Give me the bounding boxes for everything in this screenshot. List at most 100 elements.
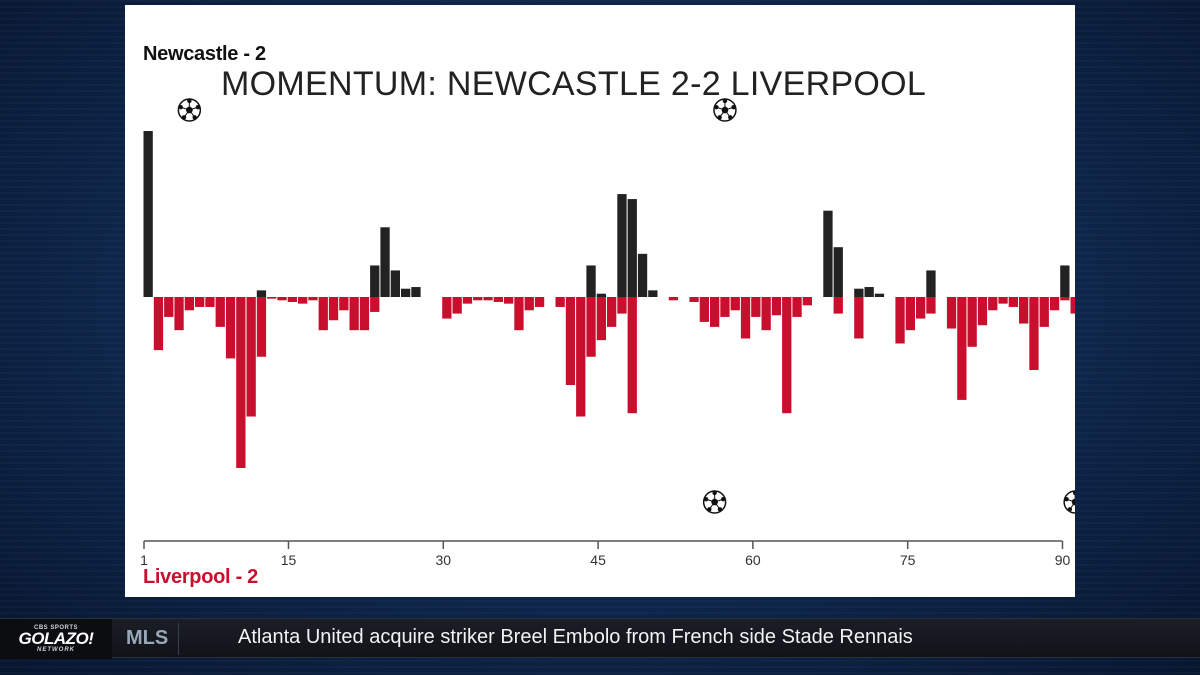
brand-sub-text: NETWORK (37, 647, 75, 653)
home-bar (1060, 265, 1070, 297)
away-bar (1039, 297, 1049, 327)
away-bar (153, 297, 164, 351)
home-bar (143, 131, 153, 297)
home-bar (411, 287, 421, 297)
away-bar (174, 297, 184, 331)
x-tick-label: 45 (590, 552, 606, 568)
away-bar (195, 297, 205, 307)
away-bar (977, 297, 988, 326)
momentum-chart-svg: 1 15 30 45 60 75 90 (140, 98, 1075, 568)
away-bar (483, 297, 493, 301)
home-bar (380, 227, 390, 297)
away-bar (349, 297, 359, 331)
away-bar (740, 297, 751, 339)
home-bar (926, 270, 936, 297)
home-bar (401, 288, 411, 297)
away-bar (833, 297, 843, 314)
away-bar (328, 297, 339, 321)
away-bar (916, 297, 926, 319)
away-bar (1070, 297, 1075, 314)
away-bar (1029, 297, 1039, 371)
away-bar (287, 297, 297, 302)
away-bar (668, 297, 679, 301)
away-bar (246, 297, 256, 417)
away-bar (524, 297, 534, 311)
away-bar (504, 297, 514, 304)
x-tick-label: 90 (1055, 552, 1071, 568)
away-bar (1060, 297, 1070, 301)
away-bar (771, 297, 782, 316)
ticker-headline: Atlanta United acquire striker Breel Emb… (238, 626, 913, 648)
momentum-chart: 1 15 30 45 60 75 90 MOMENTUM: NEWCASTLE 2-2 LI… (125, 5, 1075, 597)
x-tick-label: 15 (281, 552, 297, 568)
away-bar (957, 297, 967, 400)
away-bar (751, 297, 761, 317)
away-bar (802, 297, 812, 306)
chart-title: MOMENTUM: NEWCASTLE 2-2 LIVERPOOL (221, 65, 927, 103)
home-bar (833, 247, 843, 297)
home-bar (256, 290, 267, 297)
x-tick-label: 60 (745, 552, 761, 568)
away-bar (792, 297, 802, 317)
away-bar (607, 297, 617, 327)
away-bar (236, 297, 246, 468)
away-bar (1049, 297, 1060, 311)
away-bar (617, 297, 627, 314)
brand-top-text: CBS SPORTS (33, 625, 78, 631)
home-bar (627, 199, 637, 297)
away-bar (988, 297, 998, 311)
away-bar (761, 297, 771, 331)
away-bar (596, 297, 606, 341)
home-team-label: Newcastle - 2 (143, 43, 266, 65)
home-bar (390, 270, 400, 297)
away-bar (534, 297, 545, 307)
home-bar (596, 293, 606, 297)
home-bar (864, 287, 874, 297)
away-bar (905, 297, 915, 331)
network-logo: CBS SPORTS GOLAZO! NETWORK (0, 619, 112, 659)
away-bar (720, 297, 730, 317)
away-bar (782, 297, 792, 414)
home-bar (854, 288, 864, 297)
away-bar (339, 297, 349, 311)
x-tick-label: 75 (900, 552, 916, 568)
away-bar (359, 297, 370, 331)
away-bar (555, 297, 565, 307)
home-bar (648, 290, 658, 297)
bars-group (143, 131, 1075, 468)
soccer-ball-icon (1063, 490, 1075, 514)
away-bar (164, 297, 174, 317)
away-bar (277, 297, 287, 301)
away-bar (267, 297, 277, 299)
away-bar (710, 297, 720, 327)
away-bar (215, 297, 225, 327)
away-bar (998, 297, 1008, 304)
away-bar (1008, 297, 1018, 307)
away-bar (462, 297, 473, 304)
x-tick-label: 30 (435, 552, 451, 568)
away-bar (946, 297, 957, 329)
away-bar (576, 297, 586, 417)
away-bar (1019, 297, 1029, 324)
news-ticker: CBS SPORTS GOLAZO! NETWORK MLS Atlanta U… (0, 618, 1200, 659)
away-bar (730, 297, 740, 311)
away-bar (926, 297, 936, 314)
away-bar (256, 297, 267, 357)
soccer-ball-icon (177, 98, 202, 122)
away-bar (854, 297, 864, 339)
away-team-label: Liverpool - 2 (143, 566, 259, 588)
away-bar (699, 297, 709, 322)
away-bar (895, 297, 905, 344)
away-bar (689, 297, 699, 302)
away-bar (627, 297, 637, 414)
away-bar (318, 297, 328, 331)
away-bar (473, 297, 483, 301)
brand-main-text: GOLAZO! (18, 629, 94, 648)
away-bar (514, 297, 524, 331)
soccer-ball-icon (702, 490, 727, 514)
ticker-category: MLS (126, 627, 169, 649)
home-bar (617, 194, 627, 297)
away-bar (205, 297, 215, 307)
home-bar (874, 293, 885, 297)
home-bar (637, 253, 648, 297)
